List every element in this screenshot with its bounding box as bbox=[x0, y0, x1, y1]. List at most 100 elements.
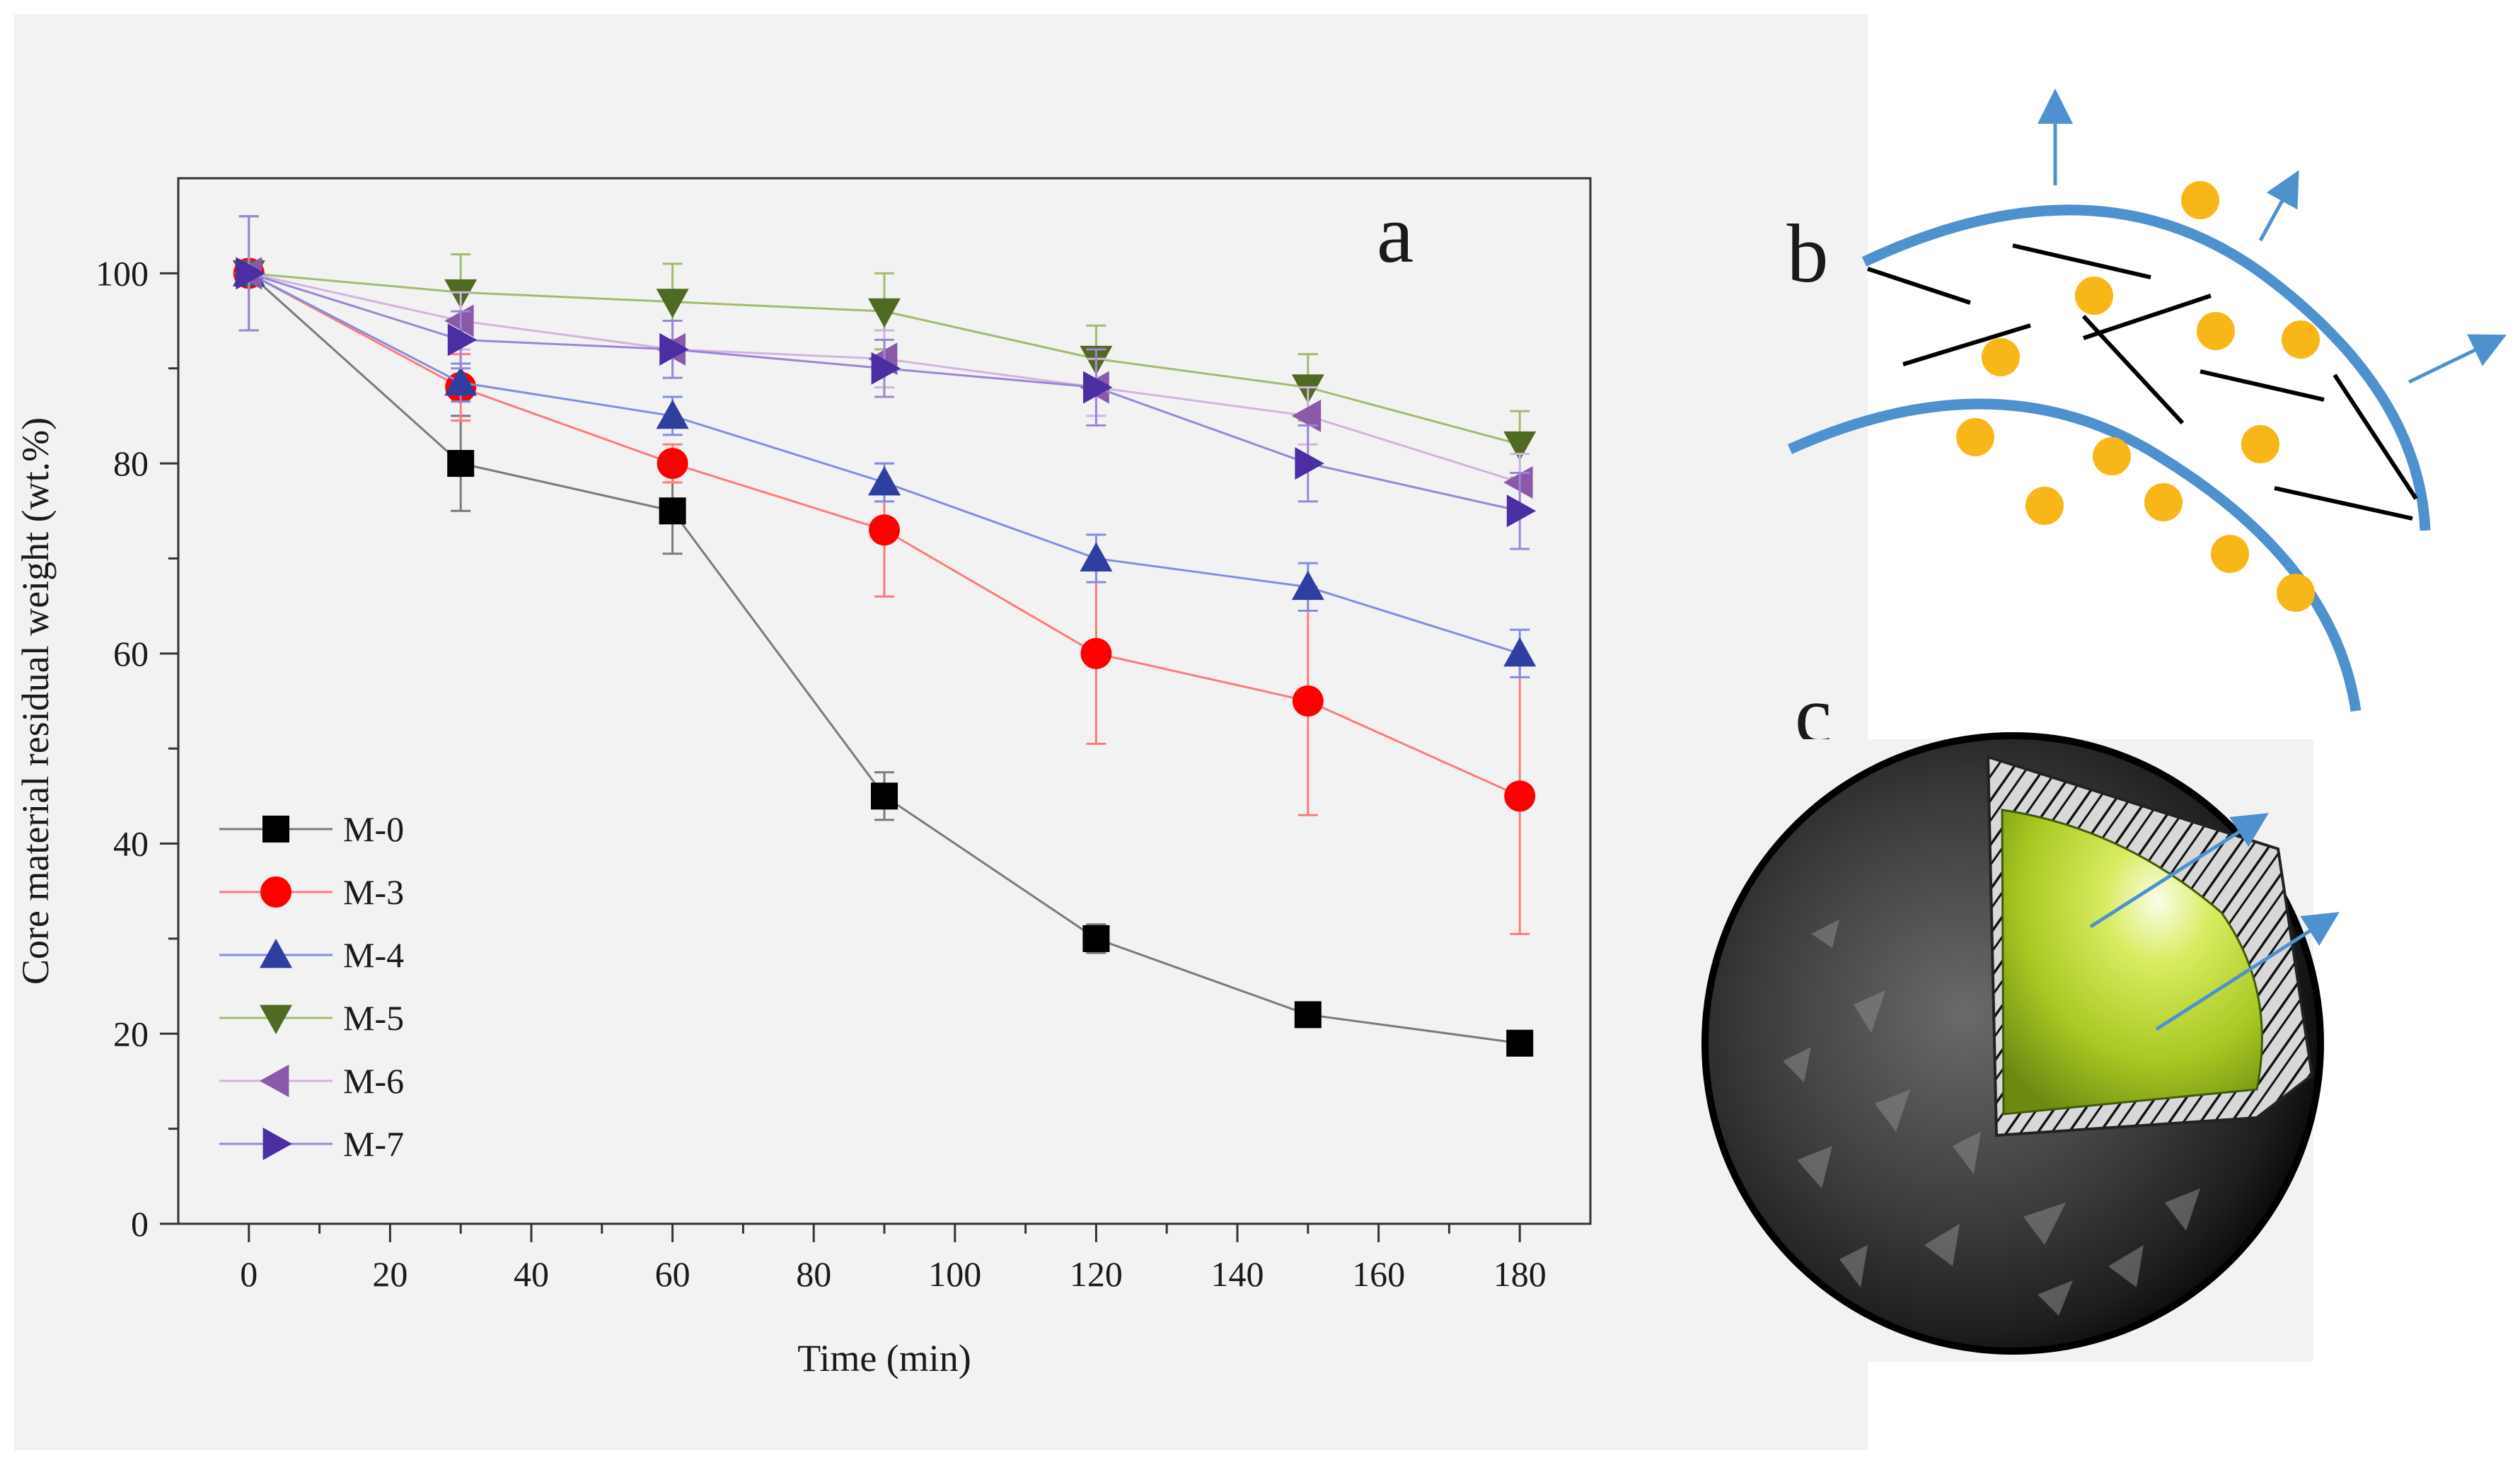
y-tick-label: 60 bbox=[113, 634, 149, 673]
legend-item-M-3: M-3 bbox=[219, 872, 404, 912]
shell-texture bbox=[1783, 920, 2200, 1316]
core-particle bbox=[2181, 181, 2219, 219]
series-marker bbox=[1506, 494, 1537, 528]
series-marker bbox=[1503, 637, 1537, 667]
series-marker bbox=[1295, 447, 1324, 480]
series-marker bbox=[260, 1065, 289, 1097]
legend-item-M-7: M-7 bbox=[219, 1124, 404, 1164]
series-marker bbox=[447, 323, 478, 357]
legend-label: M-3 bbox=[343, 872, 404, 912]
x-tick-label: 60 bbox=[655, 1254, 690, 1294]
panel-label-b: b bbox=[1787, 207, 1829, 300]
chart-panel-a: 0 20 40 60 80 100 120 140 160 180 0 20 40 60 80 100 Ti… bbox=[14, 177, 1592, 1379]
series-marker bbox=[1503, 431, 1537, 461]
legend-label: M-7 bbox=[343, 1124, 404, 1164]
x-axis-ticks: 0 20 40 60 80 100 120 140 160 180 bbox=[240, 1224, 1547, 1294]
y-tick-label: 0 bbox=[131, 1204, 149, 1244]
core-material bbox=[2001, 809, 2263, 1116]
series-marker bbox=[659, 332, 689, 366]
y-axis-title: Core material residual weight (wt.%) bbox=[14, 417, 57, 985]
fiber bbox=[2083, 294, 2212, 340]
core-particle bbox=[2211, 535, 2249, 573]
series-marker bbox=[1080, 542, 1113, 572]
x-axis-title: Time (min) bbox=[797, 1337, 971, 1379]
release-arrow bbox=[2155, 912, 2340, 1031]
release-arrows-b bbox=[2038, 88, 2507, 384]
core-particle bbox=[2282, 320, 2320, 359]
series-marker bbox=[1503, 465, 1533, 499]
series-marker bbox=[262, 1128, 292, 1160]
series-marker bbox=[260, 939, 292, 968]
series-marker bbox=[871, 782, 898, 810]
series-marker bbox=[868, 298, 901, 328]
panel-a-background bbox=[14, 14, 1868, 1450]
series-marker bbox=[656, 399, 689, 429]
series-M-4 bbox=[232, 215, 1537, 678]
series-marker bbox=[1291, 399, 1322, 432]
core-particle bbox=[2025, 487, 2064, 525]
fiber bbox=[1902, 323, 2031, 366]
fiber bbox=[2081, 314, 2185, 425]
series-marker bbox=[1504, 780, 1536, 812]
y-tick-label: 20 bbox=[113, 1014, 149, 1053]
series-marker bbox=[444, 304, 474, 337]
series-marker bbox=[1506, 1029, 1534, 1057]
release-arrow bbox=[2408, 334, 2507, 384]
series-M-7 bbox=[236, 215, 1537, 550]
x-tick-label: 120 bbox=[1070, 1254, 1123, 1294]
legend-label: M-4 bbox=[343, 935, 404, 975]
series-marker bbox=[1294, 1001, 1322, 1029]
series-marker bbox=[236, 257, 265, 290]
core-particle bbox=[2241, 425, 2279, 463]
panel-label-a: a bbox=[1377, 187, 1414, 280]
core-particle bbox=[2277, 574, 2315, 612]
series-marker bbox=[869, 514, 900, 546]
release-arrows-c bbox=[2089, 813, 2340, 1031]
series-marker bbox=[1083, 371, 1113, 404]
legend-label: M-6 bbox=[343, 1061, 404, 1101]
series-marker bbox=[659, 497, 686, 525]
series-marker bbox=[656, 289, 689, 318]
release-arrow bbox=[2258, 170, 2299, 242]
series-marker bbox=[871, 352, 901, 385]
legend-item-M-6: M-6 bbox=[219, 1061, 404, 1101]
legend-label: M-5 bbox=[343, 998, 404, 1038]
series-marker bbox=[262, 816, 289, 842]
fiber bbox=[2333, 374, 2418, 500]
series-marker bbox=[868, 465, 901, 496]
fiber-group bbox=[1867, 243, 2418, 521]
panel-b-diagram: b bbox=[1787, 88, 2507, 712]
core-particle-group bbox=[1956, 181, 2320, 612]
x-tick-label: 0 bbox=[240, 1254, 258, 1294]
series-marker bbox=[444, 366, 478, 396]
y-axis-ticks: 0 20 40 60 80 100 bbox=[96, 253, 178, 1244]
x-tick-label: 80 bbox=[796, 1254, 831, 1294]
fiber bbox=[1867, 267, 1971, 305]
core-particle bbox=[2197, 312, 2235, 350]
x-tick-label: 160 bbox=[1352, 1254, 1405, 1294]
legend: M-0 M-3 M-4 M-5 M-6 M-7 bbox=[219, 809, 404, 1164]
core-particle bbox=[1982, 338, 2020, 376]
legend-item-M-4: M-4 bbox=[219, 935, 404, 975]
series-marker bbox=[1080, 637, 1112, 669]
series-marker bbox=[260, 876, 291, 908]
core-particle bbox=[2144, 483, 2183, 521]
core-particle bbox=[1956, 418, 1994, 456]
series-marker bbox=[1082, 925, 1110, 952]
series-marker bbox=[447, 450, 475, 477]
legend-item-M-0: M-0 bbox=[219, 809, 404, 849]
series-layer bbox=[232, 215, 1537, 1057]
x-tick-label: 180 bbox=[1493, 1254, 1547, 1294]
y-tick-label: 40 bbox=[113, 824, 149, 864]
fiber bbox=[2012, 243, 2151, 279]
legend-label: M-0 bbox=[343, 809, 404, 849]
x-tick-label: 40 bbox=[514, 1254, 549, 1294]
x-tick-label: 100 bbox=[928, 1254, 981, 1294]
panel-c-diagram: c bbox=[1691, 668, 2340, 1362]
core-particle bbox=[2093, 437, 2131, 475]
release-arrow bbox=[2089, 813, 2269, 929]
series-marker bbox=[260, 1004, 292, 1034]
series-marker bbox=[1292, 685, 1324, 717]
